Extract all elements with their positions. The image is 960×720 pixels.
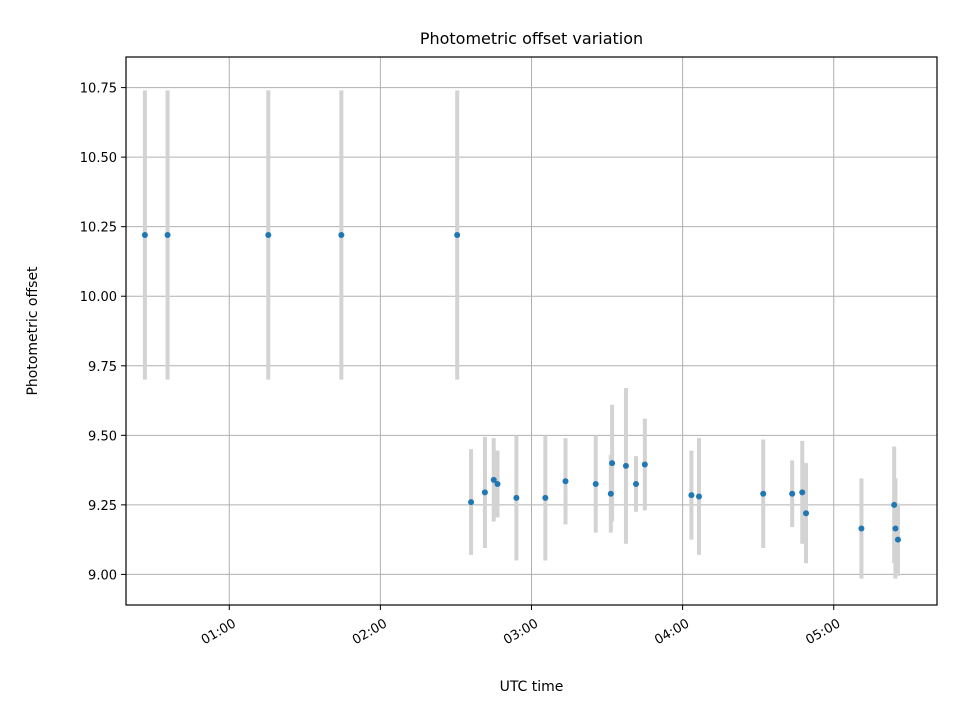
data-point	[894, 536, 901, 543]
data-point	[490, 476, 497, 483]
data-point	[454, 232, 461, 239]
data-points	[141, 232, 901, 543]
data-point	[592, 480, 599, 487]
y-tick-label: 10.00	[80, 290, 117, 305]
data-point	[891, 501, 898, 508]
data-point	[633, 480, 640, 487]
data-point	[542, 494, 549, 501]
data-point	[468, 499, 475, 506]
data-point	[892, 525, 899, 532]
data-point	[799, 489, 806, 496]
chart-title: Photometric offset variation	[420, 29, 643, 48]
data-point	[760, 490, 767, 497]
data-point	[607, 490, 614, 497]
y-tick-label: 10.50	[80, 151, 117, 166]
x-axis-label: UTC time	[500, 679, 564, 695]
data-point	[562, 478, 569, 485]
data-point	[622, 462, 629, 469]
data-point	[803, 510, 810, 517]
y-axis: 9.00 9.25 9.50 9.75 10.00 10.25 10.50 10.75	[80, 82, 126, 583]
y-tick-label: 10.75	[80, 82, 117, 97]
y-tick-label: 9.25	[88, 499, 117, 514]
data-point	[481, 489, 488, 496]
data-point	[338, 232, 345, 239]
data-point	[265, 232, 272, 239]
data-point	[164, 232, 171, 239]
data-point	[688, 492, 695, 499]
y-tick-label: 10.25	[80, 221, 117, 236]
data-point	[641, 461, 648, 468]
y-tick-label: 9.75	[88, 360, 117, 375]
data-point	[609, 460, 616, 467]
data-point	[695, 493, 702, 500]
data-point	[513, 494, 520, 501]
data-point	[789, 490, 796, 497]
y-tick-label: 9.50	[88, 429, 117, 444]
y-tick-label: 9.00	[88, 568, 117, 583]
data-point	[141, 232, 148, 239]
data-point	[494, 480, 501, 487]
data-point	[858, 525, 865, 532]
y-axis-label: Photometric offset	[25, 266, 41, 396]
